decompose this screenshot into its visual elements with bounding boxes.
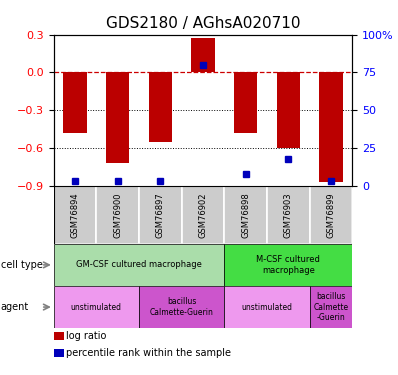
Bar [54, 186, 96, 244]
Bar [191, 38, 215, 72]
Title: GDS2180 / AGhsA020710: GDS2180 / AGhsA020710 [106, 16, 300, 31]
Bar [310, 186, 352, 244]
Text: unstimulated: unstimulated [242, 303, 293, 312]
Text: GM-CSF cultured macrophage: GM-CSF cultured macrophage [76, 260, 202, 269]
Text: unstimulated: unstimulated [71, 303, 122, 312]
Bar [277, 72, 300, 148]
Text: cell type: cell type [1, 260, 43, 270]
Text: M-CSF cultured
macrophage: M-CSF cultured macrophage [256, 255, 320, 274]
Text: log ratio: log ratio [66, 331, 107, 341]
Text: bacillus
Calmette-Guerin: bacillus Calmette-Guerin [150, 297, 214, 317]
Bar [224, 286, 310, 328]
Text: GSM76900: GSM76900 [113, 192, 122, 237]
Text: agent: agent [1, 302, 29, 312]
Text: GSM76899: GSM76899 [326, 192, 336, 238]
Text: GSM76902: GSM76902 [199, 192, 207, 237]
Bar [106, 72, 129, 163]
Bar [63, 72, 87, 133]
Bar [139, 186, 181, 244]
Bar [234, 72, 258, 133]
Bar [181, 186, 224, 244]
Bar [310, 286, 352, 328]
Text: percentile rank within the sample: percentile rank within the sample [66, 348, 232, 358]
Bar [54, 244, 224, 286]
Text: GSM76897: GSM76897 [156, 192, 165, 238]
Text: GSM76894: GSM76894 [70, 192, 80, 238]
Bar [267, 186, 310, 244]
Text: GSM76903: GSM76903 [284, 192, 293, 238]
Bar [96, 186, 139, 244]
Bar [54, 286, 139, 328]
Bar [148, 72, 172, 142]
Text: bacillus
Calmette
-Guerin: bacillus Calmette -Guerin [313, 292, 349, 322]
Text: GSM76898: GSM76898 [241, 192, 250, 238]
Bar [139, 286, 224, 328]
Bar [319, 72, 343, 182]
Bar [224, 186, 267, 244]
Bar [224, 244, 352, 286]
